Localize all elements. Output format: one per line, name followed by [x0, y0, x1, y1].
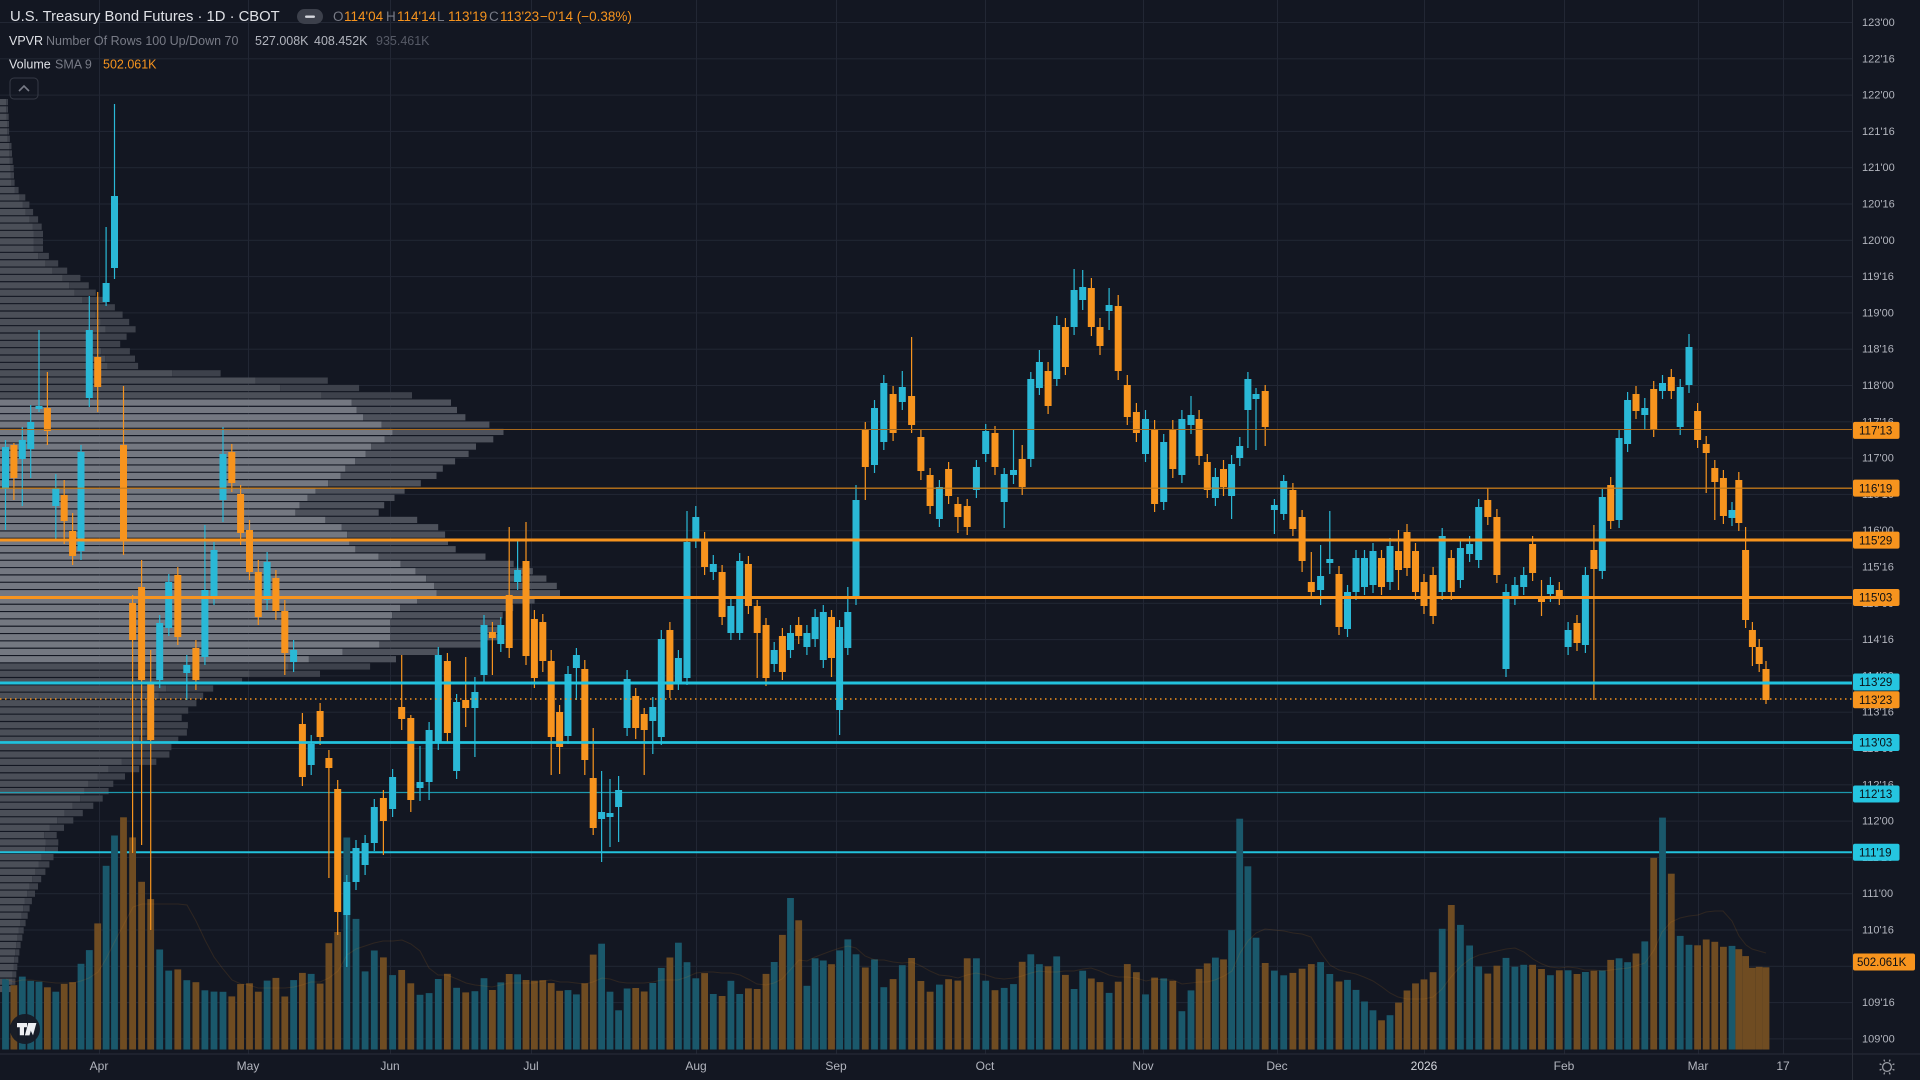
svg-text:H: H — [386, 9, 396, 24]
svg-text:109'16: 109'16 — [1862, 997, 1895, 1009]
svg-text:527.008K: 527.008K — [255, 34, 309, 48]
svg-text:120'16: 120'16 — [1862, 199, 1895, 211]
svg-text:Aug: Aug — [685, 1059, 706, 1073]
svg-text:113'29: 113'29 — [1859, 677, 1892, 689]
svg-text:115'03: 115'03 — [1859, 593, 1892, 605]
svg-text:Nov: Nov — [1132, 1059, 1153, 1073]
svg-text:113'23: 113'23 — [500, 9, 539, 24]
svg-text:502.061K: 502.061K — [103, 58, 157, 72]
svg-text:109'00: 109'00 — [1862, 1033, 1895, 1045]
svg-text:110'16: 110'16 — [1862, 925, 1894, 937]
svg-text:113'03: 113'03 — [1859, 738, 1892, 750]
svg-text:118'16: 118'16 — [1862, 344, 1894, 356]
svg-text:122'16: 122'16 — [1862, 53, 1895, 65]
svg-text:113'19: 113'19 — [448, 9, 487, 24]
svg-text:Feb: Feb — [1554, 1059, 1575, 1073]
svg-text:Jul: Jul — [523, 1059, 538, 1073]
svg-text:O: O — [333, 9, 344, 24]
svg-text:Oct: Oct — [976, 1059, 995, 1073]
svg-text:935.461K: 935.461K — [376, 34, 430, 48]
svg-text:121'16: 121'16 — [1862, 126, 1895, 138]
svg-text:17: 17 — [1776, 1059, 1790, 1073]
svg-text:−0'14 (−0.38%): −0'14 (−0.38%) — [540, 9, 632, 24]
svg-text:U.S. Treasury Bond Futures · 1: U.S. Treasury Bond Futures · 1D · CBOT — [10, 9, 280, 25]
svg-text:May: May — [237, 1059, 260, 1073]
svg-text:Volume: Volume — [9, 58, 51, 72]
svg-text:111'19: 111'19 — [1859, 848, 1891, 860]
svg-text:Apr: Apr — [90, 1059, 109, 1073]
svg-text:Number Of Rows 100 Up/Down 70: Number Of Rows 100 Up/Down 70 — [46, 34, 238, 48]
svg-text:114'14: 114'14 — [397, 9, 437, 24]
svg-text:119'00: 119'00 — [1862, 307, 1894, 319]
svg-text:123'00: 123'00 — [1862, 17, 1895, 29]
svg-text:119'16: 119'16 — [1862, 271, 1894, 283]
svg-text:L: L — [437, 9, 445, 24]
svg-text:117'13: 117'13 — [1859, 426, 1892, 438]
svg-text:VPVR: VPVR — [9, 34, 43, 48]
svg-text:Jun: Jun — [380, 1059, 399, 1073]
svg-text:112'13: 112'13 — [1859, 789, 1892, 801]
svg-text:2026: 2026 — [1411, 1059, 1438, 1073]
svg-text:Mar: Mar — [1688, 1059, 1709, 1073]
svg-text:114'04: 114'04 — [344, 9, 384, 24]
svg-text:Dec: Dec — [1266, 1059, 1287, 1073]
svg-text:C: C — [489, 9, 499, 24]
svg-text:121'00: 121'00 — [1862, 162, 1895, 174]
svg-text:112'00: 112'00 — [1862, 816, 1894, 828]
svg-text:113'23: 113'23 — [1859, 695, 1892, 707]
svg-text:116'19: 116'19 — [1859, 483, 1892, 495]
svg-text:117'00: 117'00 — [1862, 453, 1894, 465]
svg-text:122'00: 122'00 — [1862, 90, 1895, 102]
svg-text:Sep: Sep — [825, 1059, 847, 1073]
svg-text:SMA 9: SMA 9 — [55, 58, 92, 72]
svg-text:113'16: 113'16 — [1862, 707, 1894, 719]
svg-text:408.452K: 408.452K — [314, 34, 368, 48]
svg-text:111'00: 111'00 — [1862, 888, 1893, 900]
svg-text:115'16: 115'16 — [1862, 562, 1894, 574]
svg-text:120'00: 120'00 — [1862, 235, 1895, 247]
svg-text:502.061K: 502.061K — [1857, 957, 1907, 969]
svg-text:115'29: 115'29 — [1859, 535, 1892, 547]
svg-text:114'16: 114'16 — [1862, 634, 1894, 646]
svg-text:118'00: 118'00 — [1862, 380, 1894, 392]
